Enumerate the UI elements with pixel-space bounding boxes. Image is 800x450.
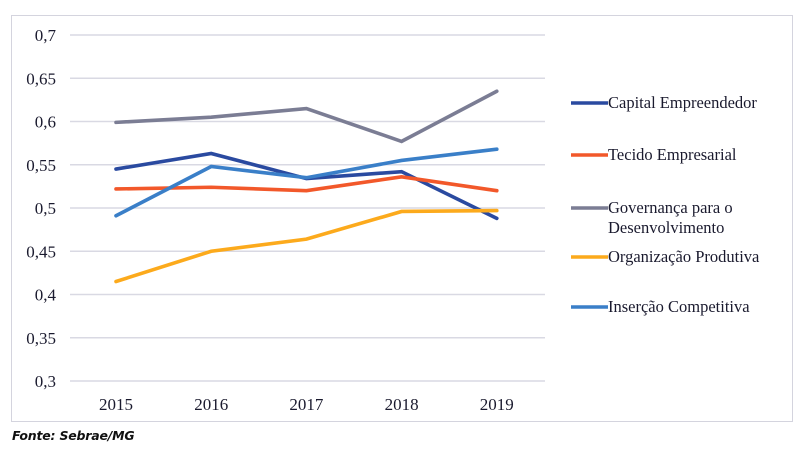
legend-item: Capital Empreendedor (571, 93, 757, 112)
legend-item: Organização Produtiva (571, 247, 760, 266)
x-tick-label: 2019 (480, 395, 514, 414)
y-tick-label: 0,35 (26, 329, 56, 348)
y-tick-label: 0,5 (35, 199, 56, 218)
x-tick-label: 2016 (194, 395, 228, 414)
x-tick-label: 2018 (385, 395, 419, 414)
chart-frame (11, 15, 793, 422)
series-line-organizacao-produtiva (114, 208, 499, 284)
x-tick-label: 2015 (99, 395, 133, 414)
source-caption: Fonte: Sebrae/MG (12, 428, 135, 443)
series-lines (114, 89, 499, 284)
x-axis-ticks: 2015 2016 2017 2018 2019 (99, 395, 514, 414)
legend: Capital Empreendedor Tecido Empresarial Go… (571, 93, 760, 316)
legend-item: Tecido Empresarial (571, 145, 737, 164)
series-line-insercao-competitiva (114, 147, 499, 218)
series-line-governanca-para-o-desenvolvimento (114, 89, 499, 144)
legend-label: Inserção Competitiva (608, 297, 750, 316)
legend-label: Governança para o (608, 198, 733, 217)
y-tick-label: 0,45 (26, 242, 56, 261)
legend-label: Capital Empreendedor (608, 93, 757, 112)
y-tick-label: 0,7 (35, 26, 57, 45)
legend-label: Desenvolvimento (608, 218, 724, 237)
gridlines (70, 34, 545, 382)
legend-label: Tecido Empresarial (608, 145, 737, 164)
y-tick-label: 0,6 (35, 113, 56, 132)
y-tick-label: 0,55 (26, 156, 56, 175)
y-axis-ticks: 0,3 0,35 0,4 0,45 0,5 0,55 0,6 0,65 0,7 (26, 26, 56, 391)
y-tick-label: 0,3 (35, 372, 56, 391)
legend-item: Inserção Competitiva (571, 297, 750, 316)
y-tick-label: 0,4 (35, 286, 57, 305)
x-tick-label: 2017 (289, 395, 324, 414)
y-tick-label: 0,65 (26, 69, 56, 88)
legend-label: Organização Produtiva (608, 247, 760, 266)
series-line-tecido-empresarial (114, 175, 499, 193)
